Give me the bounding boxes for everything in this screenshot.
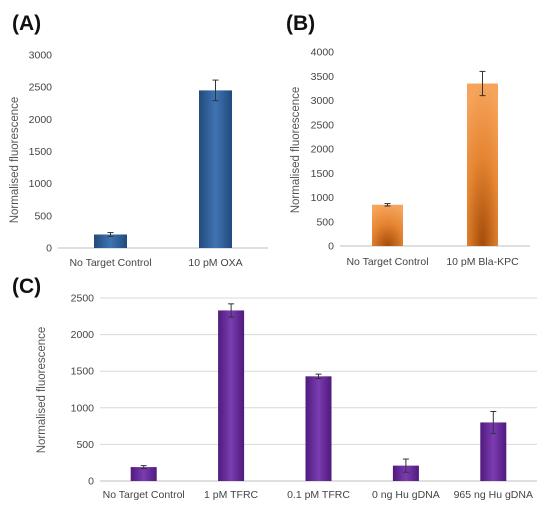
error-bar: [140, 465, 147, 470]
y-tick-label: 1500: [71, 366, 95, 378]
error-bar: [228, 303, 235, 318]
panel-label-a: (A): [12, 12, 41, 35]
panel-c: (C) Normalised fluorescence 0 500 1000 1500…: [12, 275, 537, 501]
bar: [392, 465, 419, 481]
plot-area-a: 0 500 1000 1500 2000 2500 3000 No Target Contro…: [29, 50, 268, 269]
y-tick-label: 2000: [311, 144, 335, 156]
panel-label-c: (C): [12, 275, 41, 298]
x-tick-label: 0.1 pM TFRC: [287, 489, 350, 501]
y-tick-label: 2000: [29, 114, 53, 126]
x-tick-label: 1 pM TFRC: [204, 489, 258, 501]
error-bar: [107, 232, 114, 237]
y-tick-label: 1500: [29, 146, 53, 158]
y-tick-label: 500: [316, 216, 334, 228]
y-tick-label: 500: [34, 210, 52, 222]
error-bar: [479, 70, 486, 97]
y-tick-label: 3000: [29, 50, 53, 62]
y-tick-label: 0: [46, 243, 52, 255]
x-tick-label: 965 ng Hu gDNA: [454, 489, 533, 501]
bar: [467, 83, 498, 247]
panel-label-b: (B): [286, 12, 315, 35]
error-bar: [490, 410, 497, 434]
y-axis-label-a: Normalised fluorescence: [9, 97, 21, 224]
x-tick-label: No Target Control: [346, 256, 428, 268]
y-axis-label-b: Normalised fluorescence: [290, 87, 302, 214]
error-bar: [384, 203, 391, 207]
panel-a: (A) Normalised fluorescence 0 500 1000 1500…: [9, 12, 268, 269]
error-bar: [212, 79, 219, 102]
x-tick-label: No Target Control: [103, 489, 185, 501]
y-tick-label: 2000: [71, 329, 95, 341]
bar: [130, 467, 157, 481]
y-tick-label: 1000: [311, 192, 335, 204]
y-tick-label: 0: [88, 476, 94, 488]
y-tick-label: 4000: [311, 47, 335, 59]
y-tick-label: 2500: [71, 293, 95, 305]
bar: [94, 234, 127, 248]
y-tick-label: 1500: [311, 168, 335, 180]
y-tick-label: 2500: [311, 119, 335, 131]
y-tick-label: 500: [76, 439, 94, 451]
y-tick-label: 0: [328, 241, 334, 253]
y-tick-label: 3500: [311, 71, 335, 83]
x-tick-label: 0 ng Hu gDNA: [372, 489, 440, 501]
y-tick-label: 3000: [311, 95, 335, 107]
plot-area-c: 0 500 1000 1500 2000 2500 No Target Control 1 p…: [71, 293, 537, 501]
panel-b: (B) Normalised fluorescence 0 500 1000 1500…: [286, 12, 530, 268]
y-tick-label: 1000: [29, 178, 53, 190]
bar: [305, 376, 332, 481]
y-axis-label-c: Normalised fluorescence: [36, 327, 48, 454]
x-tick-label: No Target Control: [69, 257, 151, 269]
y-tick-label: 1000: [71, 402, 95, 414]
error-bar: [402, 458, 409, 473]
error-bar: [315, 373, 322, 380]
bar: [218, 310, 245, 481]
plot-area-b: 0 500 1000 1500 2000 2500 3000 3500 4000 No Targe…: [311, 47, 530, 268]
x-tick-label: 10 pM OXA: [188, 257, 242, 269]
bar: [372, 204, 403, 246]
y-tick-label: 2500: [29, 82, 53, 94]
x-tick-label: 10 pM Bla-KPC: [446, 256, 519, 268]
bar: [199, 90, 232, 248]
